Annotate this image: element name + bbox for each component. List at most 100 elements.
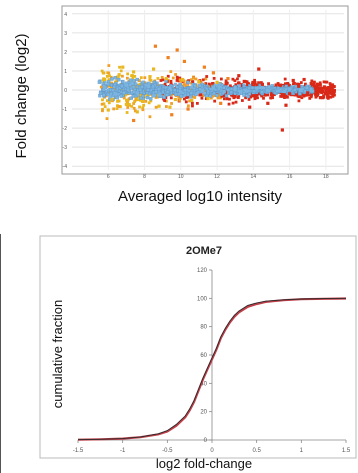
ma-point [135,110,139,114]
ma-cloud-point [156,77,160,80]
ma-cloud-point [146,88,150,92]
ma-cloud-point [321,90,325,94]
ma-cloud-point [120,84,124,88]
cdf-y-tick: 40 [200,381,207,387]
ma-point [280,128,284,132]
ma-cloud-point [161,78,165,82]
ma-point [130,81,134,85]
ma-cloud-point [327,85,330,89]
ma-cloud-point [217,96,221,100]
ma-cloud-point [143,76,147,80]
ma-point [244,89,248,93]
cdf-x-tick: -1 [120,448,126,454]
ma-cloud-point [314,93,317,97]
ma-point [132,118,136,123]
ma-cloud-point [223,97,226,101]
ma-cloud-point [169,79,173,83]
ma-cloud-point [315,90,319,93]
ma-point [266,88,270,92]
ma-cloud-point [117,92,121,97]
ma-cloud-point [189,91,193,95]
ma-cloud-point [319,83,322,87]
ma-cloud-point [288,84,292,87]
ma-cloud-point [100,69,104,73]
ma-cloud-point [178,76,182,80]
ma-cloud-point [304,82,307,86]
ma-cloud-point [137,95,141,99]
ma-x-tick: 6 [107,174,110,180]
ma-point [152,67,156,71]
ma-cloud-point [227,102,231,106]
ma-cloud-point [166,74,170,78]
ma-point [148,75,152,79]
ma-point [217,84,221,88]
ma-cloud-point [160,75,164,79]
ma-cloud-point [173,88,177,92]
ma-cloud-point [205,75,209,78]
ma-cloud-point [286,95,289,99]
ma-cloud-point [316,92,320,96]
ma-cloud-point [283,82,287,86]
ma-cloud-point [245,80,249,84]
ma-cloud-point [125,111,129,114]
ma-cloud-point [313,80,316,84]
ma-point [197,79,201,84]
ma-cloud-point [164,85,169,90]
ma-cloud-point [319,86,323,90]
ma-point [324,87,328,91]
ma-cloud-point [175,75,179,79]
ma-point [200,89,205,93]
ma-cloud-point [214,93,219,98]
cdf-x-tick-labels: -1.5 -1 -0.5 0 0.5 1 1.5 [73,448,351,454]
ma-cloud-point [108,74,111,78]
ma-cloud-point [201,78,205,82]
ma-cloud-point [252,89,257,94]
ma-cloud-point [174,92,178,97]
ma-point [157,104,161,108]
ma-cloud-point [186,80,190,85]
ma-cloud-point [132,106,136,110]
ma-cloud-point [178,96,182,100]
ma-cloud-point [212,94,216,98]
ma-cloud-point [331,83,335,87]
ma-cloud-point [164,93,169,97]
ma-cloud-point [132,90,136,94]
cdf-y-tick: 80 [200,325,207,331]
ma-cloud-point [122,96,126,100]
ma-cloud-point [271,96,274,100]
ma-cloud-point [138,87,143,92]
ma-cloud-point [253,81,257,84]
ma-cloud-point [163,99,167,102]
ma-cloud-point [156,87,161,91]
ma-cloud-point [296,92,300,96]
ma-y-tick: 2 [64,50,67,56]
ma-cloud-point [119,69,123,73]
ma-cloud-point [237,81,241,85]
ma-cloud-point [141,80,145,85]
ma-cloud-point [299,81,303,84]
ma-cloud-point [189,78,193,82]
ma-cloud-point [293,88,297,92]
cdf-plot-frame [39,235,357,459]
ma-cloud-point [279,95,283,98]
ma-cloud-point [118,65,121,69]
ma-cloud-point [117,99,121,103]
ma-cloud-point [184,100,188,104]
ma-cloud-point [237,84,241,88]
ma-point [181,77,185,82]
ma-cloud-point [138,82,142,86]
ma-point [318,96,323,100]
cdf-x-tick: -1.5 [73,448,84,454]
ma-cloud-point [224,94,229,98]
ma-cloud-point [204,77,208,81]
ma-cloud-point [98,91,103,95]
ma-cloud-point [323,91,327,95]
ma-cloud-point [281,93,284,97]
ma-cloud-point [129,96,133,100]
ma-cloud-point [333,90,336,94]
ma-point [302,77,306,82]
ma-cloud-point [233,79,237,83]
ma-cloud-point [303,89,307,93]
ma-cloud-point [242,93,246,97]
